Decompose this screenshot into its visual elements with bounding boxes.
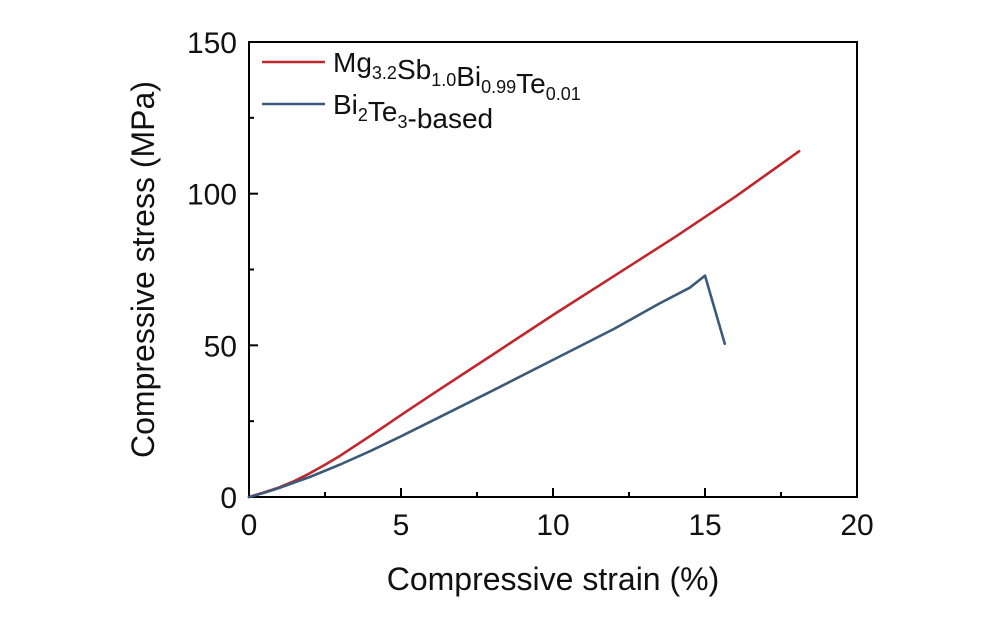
x-axis-ticks: 0 5 10 15 20 bbox=[241, 488, 874, 542]
y-tick-label: 150 bbox=[187, 27, 237, 60]
x-tick-label: 10 bbox=[536, 509, 569, 542]
series-line-2 bbox=[247, 274, 727, 499]
x-tick-label: 0 bbox=[241, 509, 258, 542]
y-tick-label: 50 bbox=[204, 330, 237, 363]
series-line-1 bbox=[247, 149, 801, 499]
legend-label-2: Bi2Te3-based bbox=[333, 89, 493, 134]
x-tick-label: 5 bbox=[393, 509, 410, 542]
legend-label-1: Mg3.2Sb1.0Bi0.99Te0.01 bbox=[333, 47, 581, 104]
series-group bbox=[247, 149, 801, 499]
y-axis-ticks: 0 50 100 150 bbox=[187, 27, 258, 515]
x-axis-label: Compressive strain (%) bbox=[387, 561, 720, 597]
x-tick-label: 15 bbox=[688, 509, 721, 542]
x-tick-label: 20 bbox=[840, 509, 873, 542]
y-tick-label: 100 bbox=[187, 179, 237, 212]
y-axis-label: Compressive stress (MPa) bbox=[125, 81, 161, 458]
y-tick-label: 0 bbox=[220, 482, 237, 515]
